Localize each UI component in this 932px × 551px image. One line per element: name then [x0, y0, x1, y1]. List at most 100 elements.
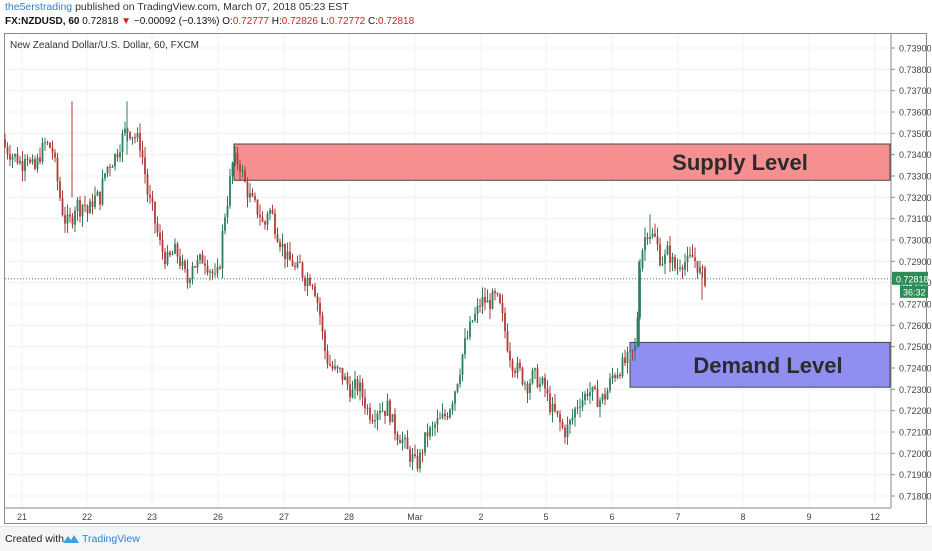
candle-body [194, 266, 196, 268]
candle-body [136, 133, 139, 138]
candle-body [426, 432, 429, 437]
candle-body [174, 243, 176, 254]
candle-body [199, 254, 201, 260]
candle-body [301, 262, 304, 278]
candle-body [351, 389, 354, 398]
candle-body [119, 152, 121, 158]
candle-body [691, 255, 694, 258]
candle-body [571, 417, 574, 421]
candle-body [279, 241, 281, 248]
supply-zone-label: Supply Level [672, 150, 808, 175]
candle-body [521, 367, 524, 385]
candle-body [554, 403, 556, 411]
candle-body [9, 154, 11, 160]
created-with-label: Created with [5, 533, 64, 545]
candle-body [676, 267, 679, 269]
candle-body [156, 223, 159, 233]
candle-body [6, 147, 9, 155]
candle-body [454, 391, 456, 404]
candle-body [531, 370, 534, 384]
candle-body [606, 390, 609, 400]
candle-body [494, 291, 496, 294]
y-tick-label: 0.71800 [899, 492, 932, 502]
candle-body [369, 407, 371, 420]
candle-body [461, 354, 464, 375]
open-label: O: [222, 16, 233, 27]
candle-body [166, 252, 169, 265]
candle-body [236, 152, 239, 165]
candle-body [71, 216, 74, 225]
candle-body [54, 152, 56, 158]
y-tick-label: 0.72000 [899, 449, 932, 459]
low-label: L: [320, 16, 330, 27]
candle-body [69, 214, 71, 217]
candle-body [234, 152, 236, 164]
candle-body [91, 201, 94, 207]
candle-body [339, 367, 341, 369]
y-tick-label: 0.73000 [899, 236, 932, 246]
tradingview-logo-icon[interactable] [62, 532, 80, 550]
candle-body [544, 377, 546, 389]
candle-body [221, 230, 224, 269]
candle-body [264, 221, 266, 225]
candle-body [76, 199, 79, 211]
countdown-badge [900, 285, 928, 298]
candle-body [261, 217, 264, 222]
candle-body [404, 437, 406, 440]
candle-body [466, 337, 469, 339]
candle-body [151, 197, 154, 203]
candle-body [31, 159, 34, 163]
candle-body [116, 154, 119, 158]
candle-body [626, 351, 629, 364]
candle-body [414, 454, 416, 457]
candle-body [244, 170, 246, 182]
close-value: 0.72818 [377, 16, 415, 27]
tradingview-link[interactable]: TradingView [82, 533, 140, 545]
candle-body [191, 266, 194, 280]
candle-body [324, 331, 326, 351]
candle-body [366, 407, 369, 409]
candle-body [231, 163, 234, 177]
candle-body [456, 384, 459, 392]
candle-body [624, 357, 626, 364]
supply-zone [233, 143, 891, 181]
candle-body [291, 260, 294, 266]
candle-body [524, 383, 526, 385]
candle-body [541, 377, 544, 384]
candle-body [431, 427, 434, 429]
candle-body [396, 433, 399, 441]
candle-body [549, 393, 551, 413]
y-tick-label: 0.71900 [899, 470, 932, 480]
x-tick-label: 22 [82, 512, 92, 522]
candle-body [386, 400, 389, 416]
candle-body [511, 360, 514, 371]
footer-bar: Created with TradingView [0, 526, 932, 551]
candle-body [274, 213, 276, 235]
price-chart[interactable]: 0.73900 0.73800 0.73700 0.73600 0.73500 0.734… [0, 0, 932, 526]
y-tick-label: 0.72900 [899, 257, 932, 267]
candle-body [189, 279, 191, 283]
y-tick-label: 0.73900 [899, 44, 932, 54]
candle-body [144, 157, 146, 175]
y-tick-label: 0.73100 [899, 214, 932, 224]
candle-body [284, 243, 286, 260]
high-label: H: [271, 16, 282, 27]
countdown-label: 36:32 [903, 287, 926, 297]
candle-body [66, 214, 69, 224]
x-tick-label: 6 [609, 512, 614, 522]
y-tick-label: 0.73700 [899, 86, 932, 96]
candle-body [591, 386, 594, 392]
candle-body [181, 261, 184, 266]
candle-body [364, 397, 366, 409]
candle-body [374, 420, 376, 422]
author-link[interactable]: the5erstrading [5, 1, 73, 13]
candle-body [29, 159, 31, 163]
candle-body [526, 383, 529, 394]
candle-body [204, 263, 206, 266]
candle-body [621, 357, 624, 377]
candle-body [141, 150, 144, 158]
candle-body [684, 262, 686, 270]
candle-body [489, 299, 491, 309]
candle-body [209, 271, 211, 273]
y-tick-label: 0.73200 [899, 193, 932, 203]
